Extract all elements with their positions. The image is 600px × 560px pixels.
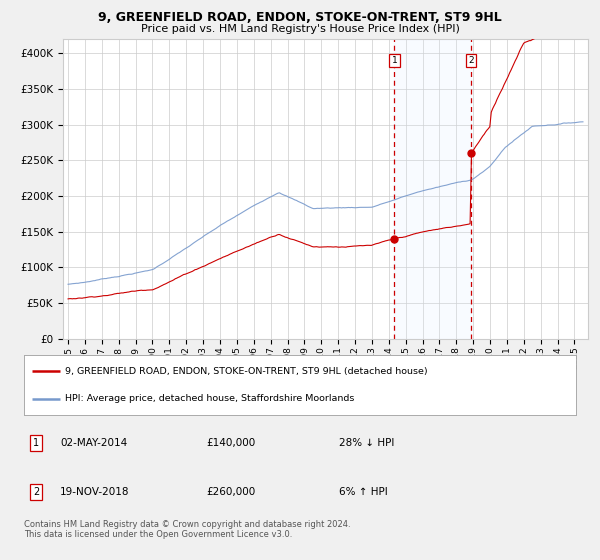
Text: 9, GREENFIELD ROAD, ENDON, STOKE-ON-TRENT, ST9 9HL: 9, GREENFIELD ROAD, ENDON, STOKE-ON-TREN… [98, 11, 502, 24]
Text: Price paid vs. HM Land Registry's House Price Index (HPI): Price paid vs. HM Land Registry's House … [140, 24, 460, 34]
Text: 28% ↓ HPI: 28% ↓ HPI [338, 438, 394, 448]
Text: 9, GREENFIELD ROAD, ENDON, STOKE-ON-TRENT, ST9 9HL (detached house): 9, GREENFIELD ROAD, ENDON, STOKE-ON-TREN… [65, 367, 428, 376]
Text: 2: 2 [33, 487, 39, 497]
Text: £260,000: £260,000 [206, 487, 256, 497]
Text: 19-NOV-2018: 19-NOV-2018 [60, 487, 130, 497]
Text: £140,000: £140,000 [206, 438, 256, 448]
Text: Contains HM Land Registry data © Crown copyright and database right 2024.
This d: Contains HM Land Registry data © Crown c… [24, 520, 350, 539]
Bar [394, 39, 472, 339]
Text: 2: 2 [469, 56, 474, 65]
Text: 1: 1 [33, 438, 39, 448]
Text: 1: 1 [391, 56, 397, 65]
Text: HPI: Average price, detached house, Staffordshire Moorlands: HPI: Average price, detached house, Staf… [65, 394, 355, 403]
Text: 02-MAY-2014: 02-MAY-2014 [60, 438, 127, 448]
Text: 6% ↑ HPI: 6% ↑ HPI [338, 487, 388, 497]
